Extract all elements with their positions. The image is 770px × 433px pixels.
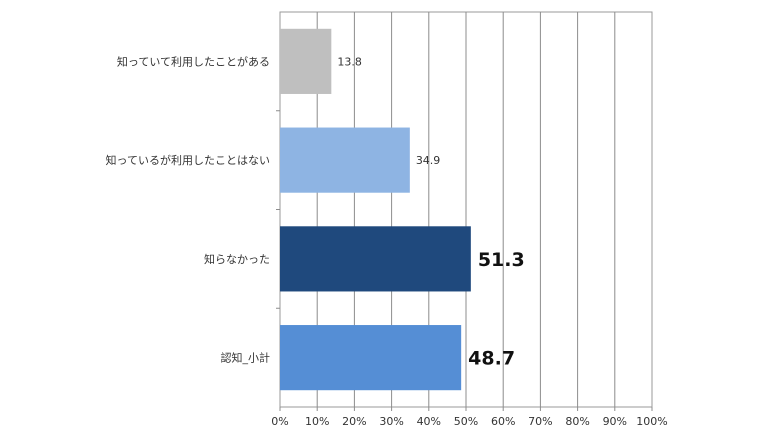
bar	[280, 28, 332, 94]
bar	[280, 127, 410, 193]
x-tick-label: 100%	[636, 415, 667, 428]
x-tick-label: 10%	[305, 415, 329, 428]
data-label: 13.8	[337, 55, 362, 68]
bar	[280, 226, 471, 292]
category-label: 知っていて利用したことがある	[117, 54, 270, 68]
value-labels: 13.8 34.9 51.3 48.7	[337, 55, 524, 369]
x-tick-label: 50%	[454, 415, 478, 428]
category-label: 認知_小計	[221, 351, 271, 365]
x-tick-label: 20%	[342, 415, 366, 428]
data-label: 34.9	[416, 154, 441, 167]
x-tick-label: 60%	[491, 415, 515, 428]
category-label: 知っているが利用したことはない	[106, 153, 270, 167]
x-axis-ticks: 0% 10% 20% 30% 40% 50% 60% 70% 80% 90% 100%	[271, 110, 668, 428]
data-label: 51.3	[478, 249, 525, 271]
bars	[280, 28, 471, 391]
x-tick-label: 70%	[528, 415, 552, 428]
bar	[280, 325, 462, 391]
x-tick-label: 0%	[271, 415, 288, 428]
x-tick-label: 90%	[603, 415, 627, 428]
data-label: 48.7	[468, 348, 515, 370]
category-label: 知らなかった	[204, 252, 270, 266]
x-tick-label: 40%	[417, 415, 441, 428]
x-tick-label: 30%	[379, 415, 403, 428]
x-tick-label: 80%	[565, 415, 589, 428]
